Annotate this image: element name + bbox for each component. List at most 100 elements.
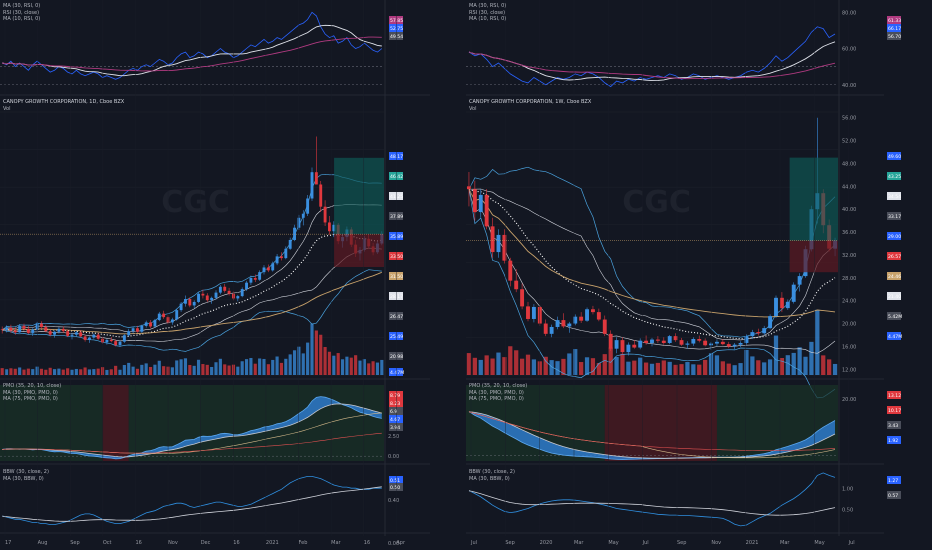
volume-bar (114, 365, 118, 375)
candle-body (53, 331, 56, 335)
pmo-tag-bg (887, 391, 901, 399)
bbw-tag: 0.51 (390, 478, 400, 484)
price-tag-bg (389, 192, 403, 200)
volume-bar (832, 363, 838, 375)
volume-bar (643, 362, 649, 375)
pmo-ma75-line (468, 411, 836, 451)
volume-bar (797, 347, 802, 375)
volume-bar (227, 365, 231, 375)
candle-body (531, 306, 536, 319)
candle-body (549, 326, 554, 334)
left-pmo-legend-line-1: PMO (35, 20, 10, close) (3, 383, 62, 389)
rsi-line (468, 26, 836, 88)
time-axis-label: 2021 (266, 540, 279, 546)
volume-bar (596, 363, 601, 375)
candle-body (253, 277, 257, 280)
price-tag: 43.25 (888, 174, 901, 180)
candle-body (620, 340, 625, 353)
volume-bar (100, 367, 105, 375)
candle-body (715, 341, 719, 344)
volume-bar (0, 368, 4, 375)
candle-body (9, 327, 13, 331)
volume-bar (122, 365, 126, 375)
volume-bar (297, 346, 301, 375)
volume-bar (691, 364, 696, 375)
candle-body (88, 337, 91, 340)
price-tag: 41.25 (390, 194, 403, 200)
volume-bar (779, 357, 785, 375)
bbw-line (2, 476, 382, 525)
price-tag: 24.46 (888, 274, 901, 280)
price-tag-bg (887, 312, 901, 320)
candle-body (762, 328, 767, 334)
right-bbw-legend-line-1: BBW (30, close, 2) (469, 469, 515, 475)
volume-bar (349, 357, 353, 375)
price-scale-label: 48.00 (842, 161, 856, 167)
bbw-ma-line (468, 490, 836, 516)
candle-body (779, 297, 784, 309)
right-vol-label: Vol (469, 105, 477, 112)
pmo-tag: 8.23 (390, 401, 400, 407)
volume-bar (188, 365, 192, 375)
left-chart-title: CANOPY GROWTH CORPORATION, 1D, Cboe BZX (3, 99, 125, 105)
stop-loss-box (789, 240, 838, 273)
candle-body (697, 338, 702, 341)
candle-body (280, 256, 283, 259)
volume-bar (314, 330, 318, 375)
price-tag-bg (887, 252, 901, 260)
long-ma-line (468, 188, 836, 318)
candle-body (140, 325, 144, 332)
volume-bar (201, 364, 205, 375)
pmo-signal-line (2, 403, 382, 458)
candle-body (673, 336, 678, 341)
bbw-tag-bg (887, 491, 901, 499)
volume-bar (514, 350, 519, 375)
candle-body (184, 299, 187, 304)
time-axis-label: Nov (168, 540, 178, 546)
rsi-ma30-line (2, 36, 382, 72)
time-axis-label: 2020 (540, 540, 553, 546)
panel-left: 57.85 52.75 49.54 CGC 48.17 46.42 41.25 37.89 35… (0, 0, 430, 547)
pmo-tag-bg (389, 399, 403, 407)
pmo-scale-label: 2.50 (388, 434, 399, 440)
volume-bar (157, 360, 161, 375)
volume-bar (175, 360, 179, 375)
bbw-tag: 0.57 (888, 493, 898, 499)
candle-body (490, 226, 495, 253)
volume-bar (525, 354, 531, 375)
rsi-tag-bg (389, 32, 403, 40)
time-axis-label: Dec (201, 540, 211, 546)
bollinger-upper-line (468, 166, 836, 338)
rsi-scale-label: 40.00 (842, 83, 856, 89)
volume-bar (649, 363, 655, 375)
time-axis-label: 17 (5, 540, 11, 546)
candle-body (92, 334, 96, 338)
price-tag: 35.89 (390, 234, 403, 240)
volume-bar (726, 363, 731, 375)
candle-body (5, 327, 8, 330)
candle-body (614, 340, 619, 349)
candle-body (661, 340, 666, 343)
candle-body (768, 316, 773, 329)
bbw-tag-bg (887, 476, 901, 484)
bbw-ma-line (2, 486, 382, 522)
candle-body (223, 286, 227, 291)
time-axis-label: Sep (505, 540, 514, 546)
volume-bar (750, 356, 755, 375)
volume-bar (9, 368, 13, 375)
pmo-tag-bg (887, 406, 901, 414)
pmo-tag-bg (887, 421, 901, 429)
bollinger-lower-line (468, 189, 836, 399)
rsi-line (2, 11, 383, 80)
price-tag-bg (389, 152, 403, 160)
rsi-tag: 49.54 (390, 34, 403, 40)
right-rsi-legend-line-3: MA (10, RSI, 0) (469, 16, 507, 23)
bbw-scale-label: 0.40 (388, 498, 399, 504)
time-axis-label: Mar (331, 540, 341, 546)
pmo-tag: 10.17 (888, 408, 901, 414)
volume-bar (284, 358, 288, 375)
volume-bar (323, 347, 327, 375)
price-tag-bg (389, 332, 403, 340)
volume-bar (31, 369, 35, 375)
